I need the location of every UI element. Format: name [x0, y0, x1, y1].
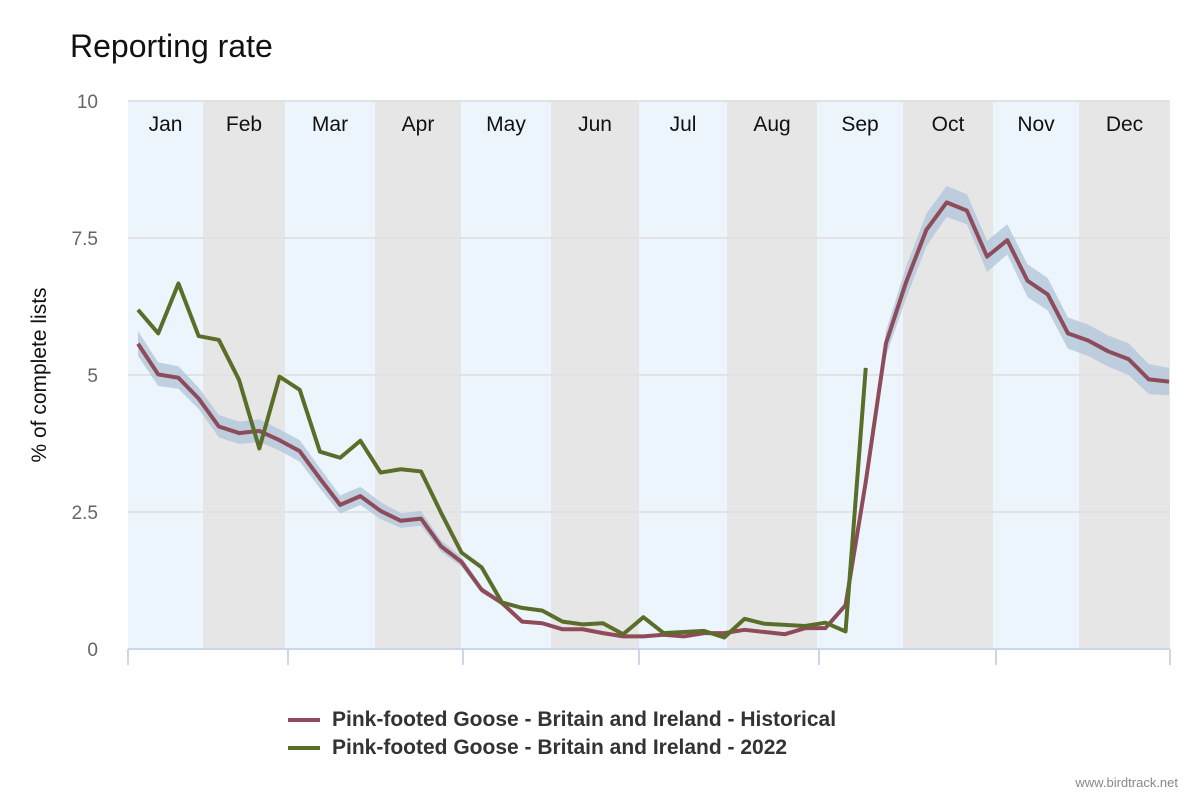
- month-label: Sep: [841, 113, 878, 136]
- credit-link[interactable]: www.birdtrack.net: [1075, 775, 1178, 790]
- series-line-historical: [136, 200, 1170, 639]
- month-label: Feb: [226, 113, 262, 136]
- legend-swatch-2022: [288, 746, 320, 750]
- month-label: Jun: [578, 113, 612, 136]
- month-label: Nov: [1017, 113, 1055, 136]
- legend-label-historical: Pink-footed Goose - Britain and Ireland …: [332, 708, 837, 731]
- y-tick-label: 2.5: [72, 503, 98, 524]
- month-label: Dec: [1106, 113, 1143, 136]
- month-label: Apr: [402, 113, 435, 136]
- month-label: May: [486, 113, 526, 136]
- month-label: Oct: [932, 113, 965, 136]
- legend: Pink-footed Goose - Britain and Ireland …: [288, 706, 836, 762]
- series-line-2022: [136, 281, 868, 640]
- legend-swatch-historical: [288, 718, 320, 722]
- month-label: Jul: [670, 113, 697, 136]
- legend-item-2022[interactable]: Pink-footed Goose - Britain and Ireland …: [288, 734, 836, 762]
- legend-label-2022: Pink-footed Goose - Britain and Ireland …: [332, 736, 788, 759]
- y-tick-label: 0: [87, 640, 98, 661]
- y-tick-label: 5: [87, 366, 98, 387]
- chart-title: Reporting rate: [70, 28, 273, 64]
- y-tick-label: 10: [77, 92, 98, 113]
- legend-item-historical[interactable]: Pink-footed Goose - Britain and Ireland …: [288, 706, 836, 734]
- month-label: Mar: [312, 113, 348, 136]
- month-label: Jan: [149, 113, 183, 136]
- y-axis-title: % of complete lists: [28, 287, 51, 462]
- month-label: Aug: [753, 113, 790, 136]
- confidence-band: [138, 185, 1169, 638]
- y-tick-label: 7.5: [72, 229, 98, 250]
